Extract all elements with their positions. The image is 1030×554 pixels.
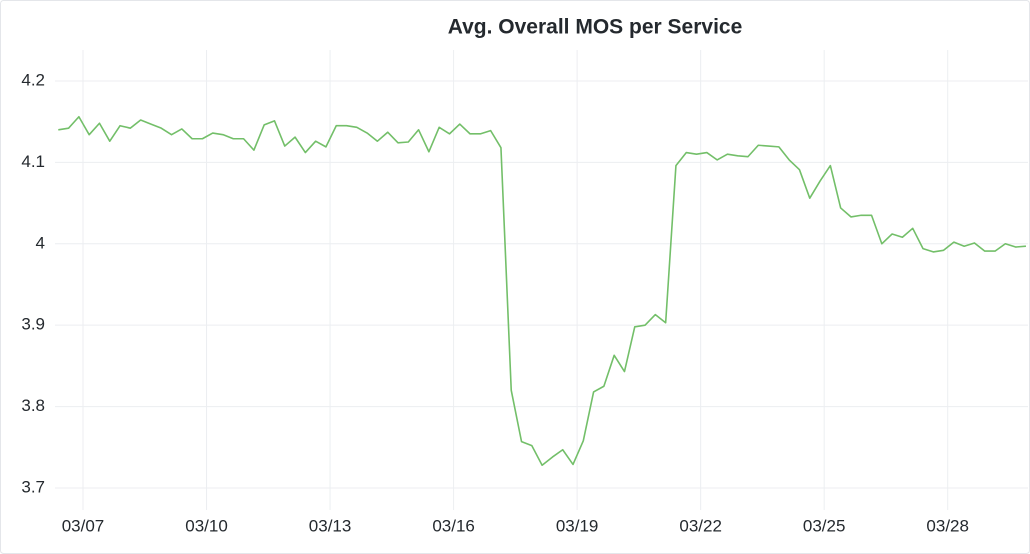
- y-tick-label: 4.1: [21, 152, 45, 171]
- x-tick-label: 03/07: [62, 516, 105, 535]
- y-tick-label: 4.2: [21, 70, 45, 89]
- x-tick-label: 03/28: [926, 516, 969, 535]
- x-tick-label: 03/22: [679, 516, 722, 535]
- x-tick-label: 03/16: [432, 516, 475, 535]
- y-tick-label: 3.8: [21, 396, 45, 415]
- x-tick-label: 03/10: [185, 516, 228, 535]
- y-tick-label: 4: [36, 233, 45, 252]
- x-tick-label: 03/25: [803, 516, 846, 535]
- x-tick-label: 03/19: [556, 516, 599, 535]
- y-tick-label: 3.9: [21, 315, 45, 334]
- x-tick-label: 03/13: [309, 516, 352, 535]
- y-tick-label: 3.7: [21, 478, 45, 497]
- series-line: [58, 115, 1027, 467]
- chart-title: Avg. Overall MOS per Service: [448, 16, 743, 39]
